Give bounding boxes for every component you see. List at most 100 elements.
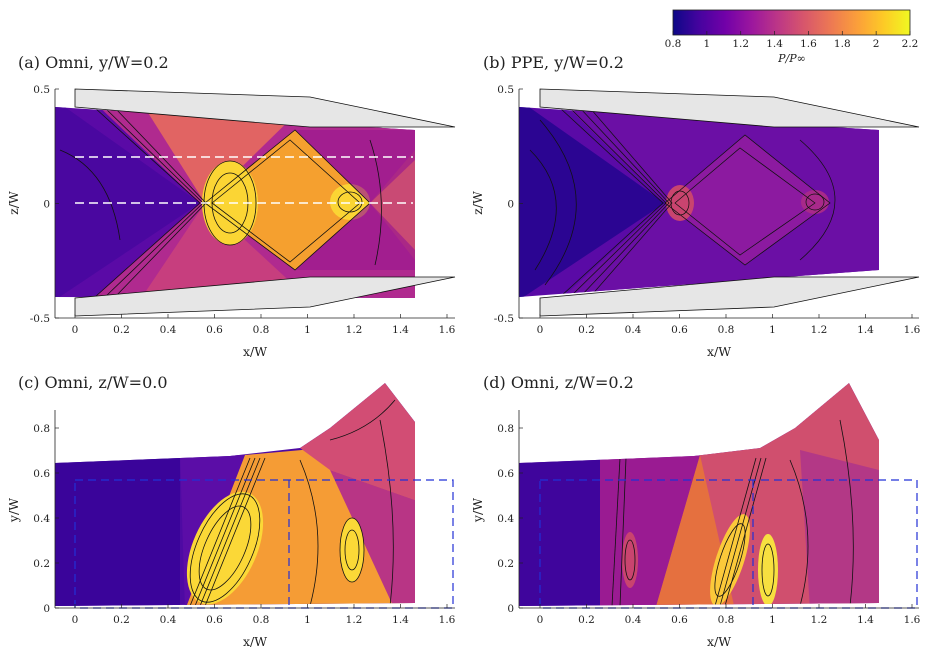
panel-b-yticks: -0.5 0 0.5 — [494, 84, 523, 325]
panel-d-yticks: 0 0.2 0.4 0.6 0.8 — [497, 423, 523, 615]
colorbar-bar — [672, 9, 911, 36]
panel-c-ytick-label: 0.2 — [33, 558, 50, 570]
panel-b-ylabel: z/W — [470, 191, 485, 215]
colorbar-tick-label: 2 — [873, 38, 880, 50]
panel-c-ylabel: y/W — [6, 498, 21, 523]
panel-b-xtick-label: 1 — [769, 324, 776, 336]
panel-a-xtick-label: 1.2 — [346, 324, 363, 336]
panel-a-xtick-label: 1.6 — [439, 324, 456, 336]
panel-b-field — [519, 107, 879, 297]
panel-a-xtick-label: 1 — [304, 324, 311, 336]
panel-a-xtick-label: 0.6 — [206, 324, 223, 336]
panel-a: (a) Omni, y/W=0.2 — [6, 53, 456, 359]
panel-c-xticks: 0 0.2 0.4 0.6 0.8 1 1.2 1.4 1.6 — [72, 604, 456, 626]
colorbar-ticks: 0.8 1 1.2 1.4 1.6 1.8 2 2.2 — [665, 31, 919, 50]
panel-b-xtick-label: 0.6 — [671, 324, 688, 336]
colorbar-tick-label: 0.8 — [665, 38, 682, 50]
panel-a-xticks: 0 0.2 0.4 0.6 0.8 1 1.2 1.4 1.6 — [72, 314, 456, 336]
panel-c-xtick-label: 0 — [72, 614, 79, 626]
panel-b-xtick-label: 0 — [537, 324, 544, 336]
panel-d-xtick-label: 1 — [769, 614, 776, 626]
colorbar-tick-label: 1.6 — [800, 38, 817, 50]
panel-d-xtick-label: 0.8 — [718, 614, 735, 626]
panel-a-ytick-label: 0.5 — [33, 84, 50, 96]
panel-a-xtick-label: 0 — [72, 324, 79, 336]
panel-c-xtick-label: 0.4 — [160, 614, 177, 626]
colorbar-tick-label: 1.2 — [732, 38, 749, 50]
panel-c-ytick-label: 0.6 — [33, 468, 50, 480]
panel-d-xtick-label: 1.4 — [857, 614, 874, 626]
panel-d-xtick-label: 0.6 — [671, 614, 688, 626]
panel-b-ytick-label: 0 — [507, 199, 514, 211]
panel-c-ytick-label: 0.8 — [33, 423, 50, 435]
panel-c-field — [55, 383, 415, 606]
panel-a-xlabel: x/W — [243, 344, 267, 359]
panel-a-yticks: -0.5 0 0.5 — [30, 84, 59, 325]
panel-d-ytick-label: 0.4 — [497, 513, 514, 525]
panel-c-yticks: 0 0.2 0.4 0.6 0.8 — [33, 423, 59, 615]
panel-d-ytick-label: 0.8 — [497, 423, 514, 435]
panel-c-xlabel: x/W — [243, 634, 267, 649]
colorbar-tick-label: 1.4 — [766, 38, 783, 50]
panel-c-ytick-label: 0 — [43, 603, 50, 615]
panel-a-ytick-label: 0 — [43, 199, 50, 211]
panel-b-axes: 0 0.2 0.4 0.6 0.8 1 1.2 1.4 1.6 -0.5 0 0.5 x/W z/W — [470, 84, 921, 359]
panel-c-axes: 0 0.2 0.4 0.6 0.8 1 1.2 1.4 1.6 0 0.2 0.4 0.6 0.8 x/… — [6, 410, 456, 649]
panel-d-title: (d) Omni, z/W=0.2 — [483, 373, 634, 392]
panel-a-dashed-lines — [75, 156, 413, 204]
panel-d-xtick-label: 0.4 — [625, 614, 642, 626]
panel-b-ytick-label: 0.5 — [497, 84, 514, 96]
panel-c: (c) Omni, z/W=0.0 — [6, 373, 456, 649]
colorbar-label: P/P∞ — [777, 52, 806, 65]
panel-d-xtick-label: 0.2 — [578, 614, 595, 626]
panel-d-ylabel: y/W — [470, 498, 485, 523]
panel-c-xtick-label: 1.4 — [392, 614, 409, 626]
panel-c-xtick-label: 1.2 — [346, 614, 363, 626]
panel-a-xtick-label: 0.4 — [160, 324, 177, 336]
panel-b-xtick-label: 0.2 — [578, 324, 595, 336]
panel-a-ylabel: z/W — [6, 191, 21, 215]
panel-b-xtick-label: 1.2 — [811, 324, 828, 336]
panel-a-ytick-label: -0.5 — [30, 313, 50, 325]
panel-c-xtick-label: 0.2 — [113, 614, 130, 626]
panel-b-xtick-label: 0.4 — [625, 324, 642, 336]
panel-d-xtick-label: 0 — [537, 614, 544, 626]
panel-b-walls — [539, 88, 920, 317]
colorbar-tick-label: 1.8 — [834, 38, 851, 50]
panel-a-field — [55, 107, 415, 298]
panel-b: (b) PPE, y/W=0.2 — [470, 53, 921, 359]
panel-d-xtick-label: 1.6 — [904, 614, 921, 626]
panel-d-ytick-label: 0 — [507, 603, 514, 615]
panel-d-xlabel: x/W — [707, 634, 731, 649]
colorbar-tick-label: 2.2 — [902, 38, 919, 50]
panel-c-xtick-label: 1 — [304, 614, 311, 626]
panel-d-ytick-label: 0.6 — [497, 468, 514, 480]
panel-c-xtick-label: 0.6 — [206, 614, 223, 626]
panel-b-xtick-label: 0.8 — [718, 324, 735, 336]
panel-c-ytick-label: 0.4 — [33, 513, 50, 525]
panel-b-xlabel: x/W — [707, 344, 731, 359]
panel-b-xticks: 0 0.2 0.4 0.6 0.8 1 1.2 1.4 1.6 — [537, 314, 921, 336]
panel-c-xtick-label: 0.8 — [253, 614, 270, 626]
panel-c-title: (c) Omni, z/W=0.0 — [18, 373, 168, 392]
panel-c-xtick-label: 1.6 — [439, 614, 456, 626]
panel-a-title: (a) Omni, y/W=0.2 — [18, 53, 169, 72]
panel-d-axes: 0 0.2 0.4 0.6 0.8 1 1.2 1.4 1.6 0 0.2 0.4 0.6 0.8 x/… — [470, 410, 921, 649]
panel-b-xtick-label: 1.6 — [904, 324, 921, 336]
panel-d-ytick-label: 0.2 — [497, 558, 514, 570]
panel-b-title: (b) PPE, y/W=0.2 — [483, 53, 624, 72]
panel-d-xticks: 0 0.2 0.4 0.6 0.8 1 1.2 1.4 1.6 — [537, 604, 921, 626]
panel-a-xtick-label: 1.4 — [392, 324, 409, 336]
panel-a-axes: 0 0.2 0.4 0.6 0.8 1 1.2 1.4 1.6 -0.5 0 0.5 x/W z/W — [6, 84, 456, 359]
panel-a-xtick-label: 0.2 — [113, 324, 130, 336]
colorbar-tick-label: 1 — [704, 38, 711, 50]
panel-d-xtick-label: 1.2 — [811, 614, 828, 626]
panel-b-xtick-label: 1.4 — [857, 324, 874, 336]
panel-a-walls — [74, 88, 456, 317]
panel-d-field — [519, 383, 879, 606]
colorbar: 0.8 1 1.2 1.4 1.6 1.8 2 2.2 P/P∞ — [665, 9, 919, 65]
panel-a-xtick-label: 0.8 — [253, 324, 270, 336]
panel-b-ytick-label: -0.5 — [494, 313, 514, 325]
panel-d: (d) Omni, z/W=0.2 — [470, 373, 921, 649]
